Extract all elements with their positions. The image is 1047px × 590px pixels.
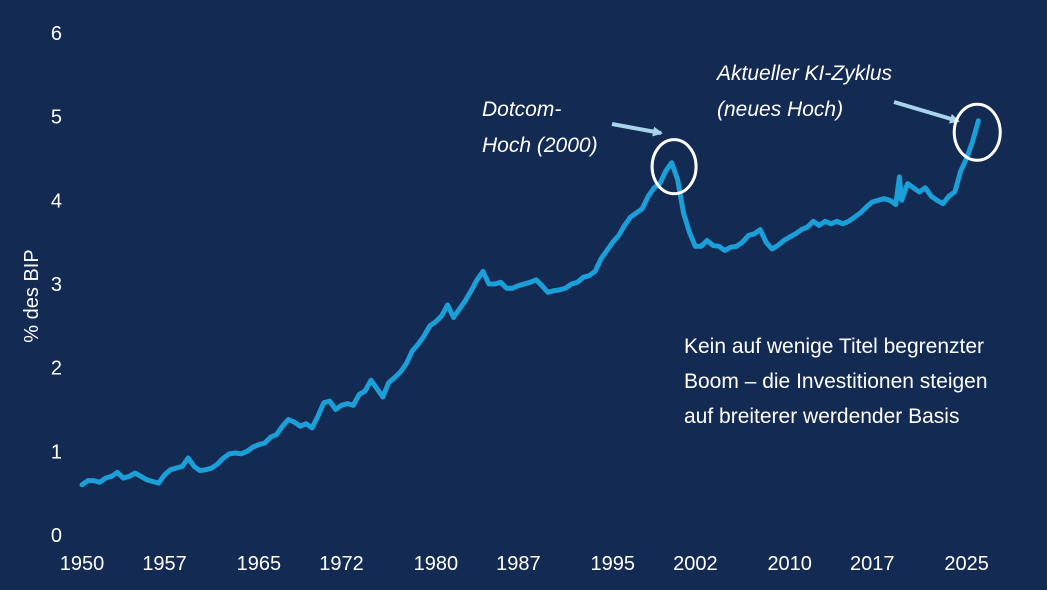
x-tick-label: 2025 (944, 553, 989, 575)
y-tick-label: 0 (51, 525, 62, 547)
annotation-ki-line-2: (neues Hoch) (717, 98, 843, 121)
x-tick-label: 1995 (591, 553, 636, 575)
x-tick-label: 2017 (850, 553, 895, 575)
y-tick-label: 2 (51, 358, 62, 380)
x-tick-label: 1957 (142, 553, 187, 575)
annotation-ki-line-1: Aktueller KI-Zyklus (715, 62, 893, 85)
x-tick-label: 1950 (60, 553, 105, 575)
y-tick-labels: 0 1 2 3 4 5 6 (51, 23, 62, 547)
x-tick-label: 1965 (237, 553, 282, 575)
x-tick-labels: 1950 1957 1965 1972 1980 1987 1995 2002 2010 2017… (60, 553, 989, 575)
y-tick-label: 1 (51, 441, 62, 463)
x-tick-label: 1980 (414, 553, 459, 575)
y-tick-label: 5 (51, 107, 62, 129)
annotation-ki-circle (952, 102, 1002, 162)
annotation-dotcom-line-1: Dotcom- (482, 98, 561, 121)
x-tick-label: 1987 (496, 553, 541, 575)
note-line-1: Kein auf wenige Titel begrenzter (684, 335, 984, 358)
annotation-dotcom-circle (650, 138, 698, 196)
y-axis-label: % des BIP (21, 249, 43, 342)
x-tick-label: 2002 (673, 553, 718, 575)
series-line (79, 118, 981, 488)
y-tick-label: 3 (51, 274, 62, 296)
note-line-2: Boom – die Investitionen steigen (684, 370, 988, 393)
x-tick-label: 1972 (319, 553, 364, 575)
annotation-dotcom-arrow (611, 122, 663, 137)
note-line-3: auf breiterer werdender Basis (684, 405, 959, 428)
y-tick-label: 6 (51, 23, 62, 45)
x-tick-label: 2010 (767, 553, 812, 575)
y-tick-label: 4 (51, 190, 62, 212)
annotation-ki-arrow (893, 100, 960, 124)
annotation-dotcom-line-2: Hoch (2000) (482, 134, 598, 157)
